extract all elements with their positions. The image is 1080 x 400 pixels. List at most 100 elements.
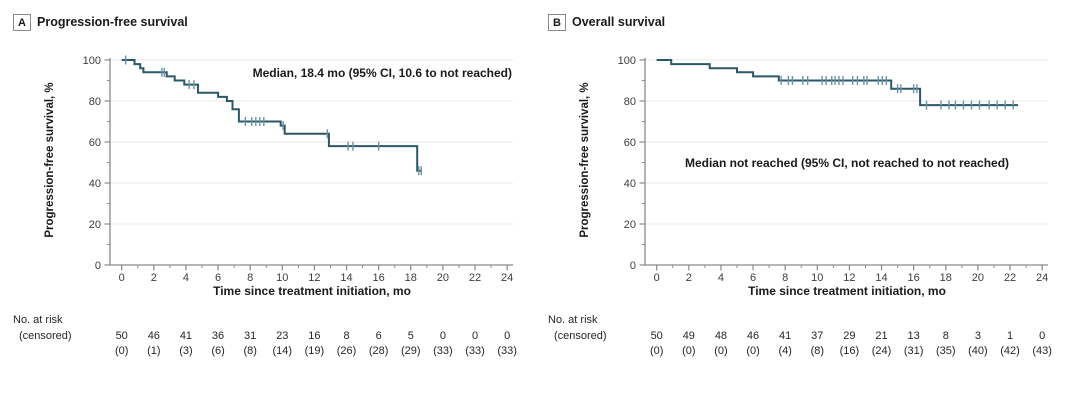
censored-count: (24) [871,345,892,357]
censored-count: (3) [179,345,193,357]
censored-count: (42) [1000,345,1020,357]
censored-count: (14) [272,345,293,357]
at-risk-count: 3 [974,330,981,342]
x-tick-label: 20 [437,272,449,284]
censored-count: (8) [810,345,825,357]
at-risk-count: 41 [779,330,792,342]
censored-count: (31) [903,345,924,357]
x-tick-label: 6 [750,272,756,284]
median-annotation: Median not reached (95% CI, not reached … [684,156,1010,170]
x-tick-label: 20 [972,272,984,284]
x-tick-label: 2 [686,272,692,284]
panel-letter: A [18,16,26,29]
censored-count: (4) [778,345,792,357]
at-risk-count: 46 [147,330,160,342]
at-risk-count: 23 [276,330,289,342]
at-risk-count: 50 [650,330,663,342]
censored-count: (0) [714,345,728,357]
x-tick-label: 6 [215,272,221,284]
x-tick-label: 0 [119,272,125,284]
at-risk-count: 0 [504,330,511,342]
x-tick-label: 22 [469,272,481,284]
y-tick-label: 60 [89,137,101,149]
x-tick-label: 24 [501,272,513,284]
at-risk-count: 50 [115,330,128,342]
at-risk-count: 29 [843,330,856,342]
x-tick-label: 12 [843,272,855,284]
risk-table-header: No. at risk [548,314,598,326]
censored-count: (33) [497,345,517,357]
at-risk-count: 46 [746,330,760,342]
risk-table-header: No. at risk [13,314,63,326]
censored-count: (0) [114,345,129,357]
km-curve [121,59,422,172]
at-risk-count: 0 [439,330,446,342]
x-tick-label: 10 [276,272,288,284]
risk-table-subheader: (censored) [554,330,607,342]
at-risk-count: 1 [1006,330,1014,342]
censored-count: (0) [746,345,760,357]
x-tick-label: 4 [183,272,189,284]
x-tick-label: 8 [782,272,788,284]
y-tick-label: 100 [83,55,101,67]
censored-count: (1) [147,345,161,357]
risk-table-subheader: (censored) [19,330,72,342]
x-tick-label: 14 [340,272,352,284]
x-tick-label: 16 [908,272,920,284]
x-tick-label: 2 [151,272,157,284]
censored-count: (6) [211,345,225,357]
panel-progression-free-survival: A Progression-free survival Progression-… [13,14,517,357]
at-risk-count: 21 [875,330,888,342]
y-tick-label: 0 [630,260,636,272]
y-tick-label: 20 [89,219,101,231]
y-tick-label: 100 [618,55,636,67]
y-tick-label: 40 [89,178,101,190]
censored-count: (0) [682,345,696,357]
x-tick-label: 10 [811,272,823,284]
censored-count: (33) [433,345,453,357]
x-tick-label: 22 [1004,272,1016,284]
at-risk-count: 13 [907,330,920,342]
censored-count: (26) [336,345,357,357]
x-tick-label: 14 [875,272,887,284]
panel-letter-box: A [13,14,31,31]
x-tick-label: 16 [373,272,385,284]
censored-count: (40) [968,345,988,357]
panel-letter: B [553,16,561,29]
panel-title: Progression-free survival [37,15,188,29]
at-risk-count: 8 [942,330,949,342]
x-tick-label: 0 [654,272,660,284]
at-risk-count: 6 [375,330,382,342]
y-tick-label: 0 [95,260,101,272]
censored-count: (8) [243,345,257,357]
censored-count: (33) [465,345,485,357]
x-tick-label: 12 [308,272,320,284]
at-risk-count: 5 [407,330,414,342]
at-risk-count: 49 [682,330,695,342]
y-tick-label: 20 [624,219,636,231]
censored-count: (29) [400,345,421,357]
x-tick-label: 18 [405,272,417,284]
x-tick-label: 8 [247,272,253,284]
panel-letter-box: B [548,14,566,31]
at-risk-count: 0 [471,330,479,342]
at-risk-count: 41 [179,330,193,342]
at-risk-count: 31 [244,330,257,342]
censored-count: (16) [839,345,860,357]
panel-overall-survival: B Overall survival Progression-free surv… [535,0,1080,400]
y-tick-label: 80 [89,96,101,108]
at-risk-count: 8 [343,330,350,342]
at-risk-count: 0 [1039,330,1046,342]
km-curve [656,59,1018,107]
at-risk-count: 16 [308,330,321,342]
at-risk-count: 36 [211,330,225,342]
x-axis-label: Time since treatment initiation, mo [748,284,946,298]
x-tick-label: 4 [718,272,724,284]
censored-count: (19) [304,345,325,357]
x-axis-label: Time since treatment initiation, mo [213,284,411,298]
y-tick-label: 40 [624,178,636,190]
censored-count: (0) [649,345,664,357]
